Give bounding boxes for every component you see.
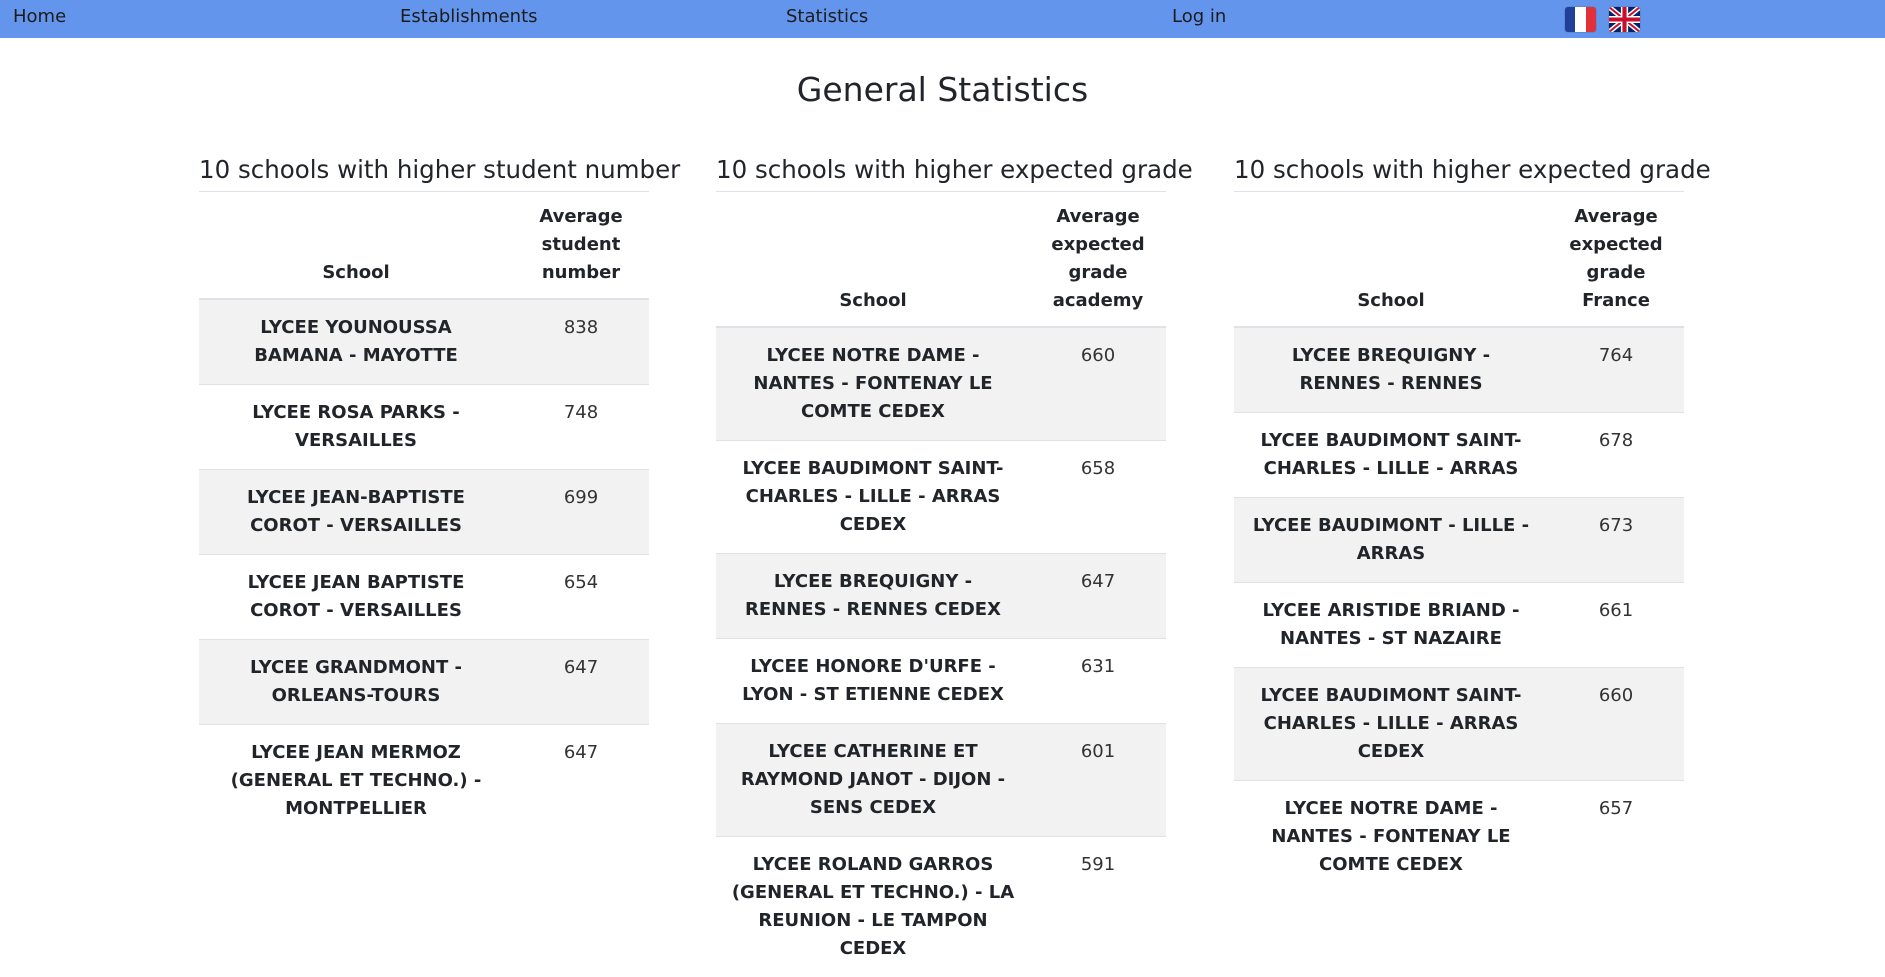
stats-block-student-number: 10 schools with higher student number Sc… bbox=[199, 150, 649, 837]
block-title: 10 schools with higher student number bbox=[199, 150, 649, 192]
table-row: LYCEE YOUNOUSSA BAMANA - MAYOTTE 838 bbox=[199, 299, 649, 385]
nav-home-link[interactable]: Home bbox=[13, 6, 66, 27]
school-value: 647 bbox=[1030, 554, 1166, 639]
school-name: LYCEE BAUDIMONT - LILLE - ARRAS bbox=[1234, 498, 1548, 583]
block-title: 10 schools with higher expected grade bbox=[1234, 150, 1684, 192]
table-row: LYCEE JEAN-BAPTISTE COROT - VERSAILLES 6… bbox=[199, 470, 649, 555]
nav-login-link[interactable]: Log in bbox=[1172, 6, 1226, 27]
school-value: 838 bbox=[513, 299, 649, 385]
fr-flag-icon[interactable] bbox=[1565, 7, 1596, 32]
nav-statistics-link[interactable]: Statistics bbox=[786, 6, 868, 27]
table-row: LYCEE JEAN BAPTISTE COROT - VERSAILLES 6… bbox=[199, 555, 649, 640]
school-name: LYCEE HONORE D'URFE - LYON - ST ETIENNE … bbox=[716, 639, 1030, 724]
school-value: 673 bbox=[1548, 498, 1684, 583]
column-header-school: School bbox=[199, 192, 513, 299]
table-row: LYCEE BAUDIMONT SAINT-CHARLES - LILLE - … bbox=[716, 441, 1166, 554]
table-row: LYCEE BAUDIMONT SAINT-CHARLES - LILLE - … bbox=[1234, 413, 1684, 498]
school-value: 764 bbox=[1548, 327, 1684, 413]
table-row: LYCEE ROLAND GARROS (GENERAL ET TECHNO.)… bbox=[716, 837, 1166, 977]
school-name: LYCEE ROLAND GARROS (GENERAL ET TECHNO.)… bbox=[716, 837, 1030, 977]
school-value: 699 bbox=[513, 470, 649, 555]
stats-block-expected-grade-academy: 10 schools with higher expected grade Sc… bbox=[716, 150, 1166, 977]
page-title: General Statistics bbox=[0, 70, 1885, 109]
table-row: LYCEE ARISTIDE BRIAND - NANTES - ST NAZA… bbox=[1234, 583, 1684, 668]
school-name: LYCEE NOTRE DAME - NANTES - FONTENAY LE … bbox=[1234, 781, 1548, 894]
top-navbar: Home Establishments Statistics Log in bbox=[0, 0, 1885, 38]
school-name: LYCEE YOUNOUSSA BAMANA - MAYOTTE bbox=[199, 299, 513, 385]
school-value: 748 bbox=[513, 385, 649, 470]
school-name: LYCEE ARISTIDE BRIAND - NANTES - ST NAZA… bbox=[1234, 583, 1548, 668]
school-name: LYCEE JEAN BAPTISTE COROT - VERSAILLES bbox=[199, 555, 513, 640]
table-row: LYCEE HONORE D'URFE - LYON - ST ETIENNE … bbox=[716, 639, 1166, 724]
school-value: 601 bbox=[1030, 724, 1166, 837]
school-name: LYCEE ROSA PARKS - VERSAILLES bbox=[199, 385, 513, 470]
block-title: 10 schools with higher expected grade bbox=[716, 150, 1166, 192]
school-name: LYCEE BAUDIMONT SAINT-CHARLES - LILLE - … bbox=[1234, 668, 1548, 781]
school-name: LYCEE BAUDIMONT SAINT-CHARLES - LILLE - … bbox=[1234, 413, 1548, 498]
table-row: LYCEE BREQUIGNY - RENNES - RENNES CEDEX … bbox=[716, 554, 1166, 639]
school-name: LYCEE JEAN MERMOZ (GENERAL ET TECHNO.) -… bbox=[199, 725, 513, 838]
school-value: 647 bbox=[513, 640, 649, 725]
nav-establishments-link[interactable]: Establishments bbox=[400, 6, 538, 27]
school-name: LYCEE GRANDMONT - ORLEANS-TOURS bbox=[199, 640, 513, 725]
table-row: LYCEE CATHERINE ET RAYMOND JANOT - DIJON… bbox=[716, 724, 1166, 837]
school-value: 661 bbox=[1548, 583, 1684, 668]
school-value: 591 bbox=[1030, 837, 1166, 977]
school-value: 654 bbox=[513, 555, 649, 640]
column-header-value: Average expected grade academy bbox=[1030, 192, 1166, 327]
table-row: LYCEE BREQUIGNY - RENNES - RENNES 764 bbox=[1234, 327, 1684, 413]
school-name: LYCEE NOTRE DAME - NANTES - FONTENAY LE … bbox=[716, 327, 1030, 441]
school-name: LYCEE BAUDIMONT SAINT-CHARLES - LILLE - … bbox=[716, 441, 1030, 554]
school-value: 660 bbox=[1548, 668, 1684, 781]
stats-table: School Average student number LYCEE YOUN… bbox=[199, 192, 649, 837]
column-header-school: School bbox=[716, 192, 1030, 327]
stats-table: School Average expected grade academy LY… bbox=[716, 192, 1166, 977]
school-name: LYCEE BREQUIGNY - RENNES - RENNES CEDEX bbox=[716, 554, 1030, 639]
stats-block-expected-grade-france: 10 schools with higher expected grade Sc… bbox=[1234, 150, 1684, 893]
column-header-value: Average expected grade France bbox=[1548, 192, 1684, 327]
column-header-value: Average student number bbox=[513, 192, 649, 299]
table-row: LYCEE JEAN MERMOZ (GENERAL ET TECHNO.) -… bbox=[199, 725, 649, 838]
school-value: 647 bbox=[513, 725, 649, 838]
uk-flag-icon[interactable] bbox=[1609, 7, 1640, 32]
school-name: LYCEE JEAN-BAPTISTE COROT - VERSAILLES bbox=[199, 470, 513, 555]
table-row: LYCEE BAUDIMONT - LILLE - ARRAS 673 bbox=[1234, 498, 1684, 583]
school-value: 678 bbox=[1548, 413, 1684, 498]
table-row: LYCEE NOTRE DAME - NANTES - FONTENAY LE … bbox=[716, 327, 1166, 441]
stats-table: School Average expected grade France LYC… bbox=[1234, 192, 1684, 893]
table-row: LYCEE BAUDIMONT SAINT-CHARLES - LILLE - … bbox=[1234, 668, 1684, 781]
school-name: LYCEE BREQUIGNY - RENNES - RENNES bbox=[1234, 327, 1548, 413]
column-header-school: School bbox=[1234, 192, 1548, 327]
school-value: 657 bbox=[1548, 781, 1684, 894]
school-value: 660 bbox=[1030, 327, 1166, 441]
table-row: LYCEE NOTRE DAME - NANTES - FONTENAY LE … bbox=[1234, 781, 1684, 894]
school-value: 631 bbox=[1030, 639, 1166, 724]
school-value: 658 bbox=[1030, 441, 1166, 554]
table-row: LYCEE GRANDMONT - ORLEANS-TOURS 647 bbox=[199, 640, 649, 725]
table-row: LYCEE ROSA PARKS - VERSAILLES 748 bbox=[199, 385, 649, 470]
school-name: LYCEE CATHERINE ET RAYMOND JANOT - DIJON… bbox=[716, 724, 1030, 837]
